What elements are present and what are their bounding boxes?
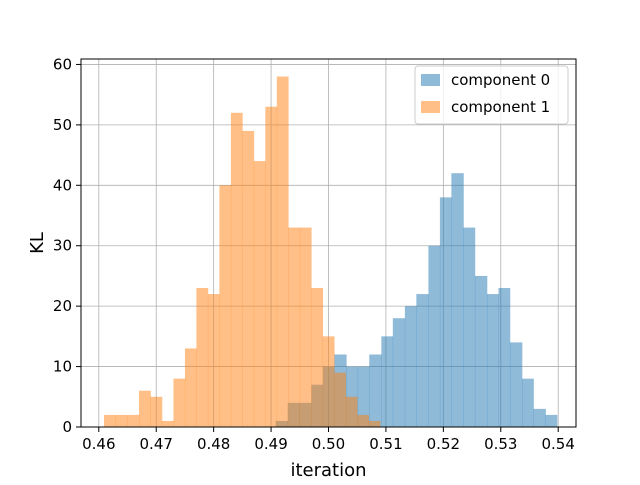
x-tick-label: 0.51	[369, 435, 402, 453]
histogram-bar-component-0	[428, 245, 441, 427]
x-tick-label: 0.50	[312, 435, 345, 453]
histogram-bar-component-0	[545, 414, 558, 427]
histogram-bar-component-0	[474, 275, 488, 427]
x-tick-label: 0.47	[140, 435, 173, 453]
histogram-bar-component-0	[392, 318, 406, 427]
histogram-bar-component-0	[381, 336, 394, 427]
histogram-bar-component-1	[207, 294, 220, 427]
histogram-bar-component-0	[369, 354, 382, 427]
histogram-bar-component-0	[357, 366, 370, 427]
y-tick-label: 10	[53, 358, 72, 376]
histogram-bar-component-1	[161, 420, 174, 427]
histogram-bar-component-1	[265, 106, 278, 427]
y-axis-label: KL	[27, 232, 48, 254]
histogram-bar-component-0	[522, 378, 534, 427]
histogram-bar-component-1	[242, 130, 255, 427]
histogram-bar-component-1	[345, 396, 358, 427]
histogram-bar-component-1	[219, 185, 232, 427]
legend-label-component-0: component 0	[451, 71, 550, 89]
histogram-bar-component-1	[138, 390, 151, 427]
histogram-bar-component-1	[127, 414, 140, 427]
legend-label-component-1: component 1	[451, 98, 550, 116]
x-tick-label: 0.54	[541, 435, 574, 453]
x-tick-label: 0.48	[197, 435, 230, 453]
y-tick-label: 0	[62, 418, 72, 436]
histogram-bar-component-1	[173, 378, 186, 427]
histogram-bar-component-0	[533, 408, 546, 427]
y-tick-label: 40	[53, 176, 72, 194]
histogram-bar-component-1	[299, 227, 312, 427]
histogram-bar-component-1	[253, 161, 266, 427]
histogram-bar-component-1	[230, 112, 243, 427]
histogram-bar-component-0	[463, 227, 476, 427]
bars	[103, 76, 558, 428]
histogram-bar-component-1	[288, 227, 301, 427]
histogram-bar-component-1	[184, 348, 197, 427]
histogram-bar-component-0	[486, 294, 499, 427]
legend-box	[414, 65, 569, 125]
y-tick-label: 60	[53, 55, 72, 73]
histogram-bar-component-1	[322, 336, 335, 427]
histogram-bar-component-0	[498, 288, 511, 427]
axis-ticks: 0.46 0.47 0.48 0.49 0.50 0.51 0.52 0.53 0.54 0 10 2…	[53, 55, 575, 453]
x-tick-label: 0.52	[427, 435, 460, 453]
histogram-bar-component-1	[115, 414, 128, 427]
x-tick-label: 0.46	[82, 435, 115, 453]
x-tick-label: 0.53	[484, 435, 517, 453]
y-tick-label: 50	[53, 116, 72, 134]
grid	[81, 59, 576, 428]
histogram-bar-component-0	[451, 173, 464, 427]
histogram-bar-component-0	[439, 197, 452, 427]
histogram-bar-component-1	[103, 414, 116, 427]
legend: component 0 component 1	[414, 65, 569, 125]
histogram-bar-component-0	[404, 306, 417, 427]
y-tick-label: 30	[53, 237, 72, 255]
histogram-bar-component-1	[196, 288, 209, 427]
histogram-bar-component-0	[509, 342, 523, 427]
legend-swatch-component-0	[421, 74, 440, 86]
histogram-bar-component-1	[276, 76, 289, 428]
histogram-bar-component-0	[416, 294, 429, 427]
histogram-bar-component-1	[334, 372, 347, 427]
histogram-bar-component-1	[368, 420, 381, 427]
histogram-bar-component-1	[150, 396, 163, 427]
x-axis-label: iteration	[290, 460, 366, 480]
histogram-bar-component-1	[311, 288, 324, 427]
x-tick-label: 0.49	[254, 435, 287, 453]
legend-swatch-component-1	[421, 101, 440, 113]
histogram-bar-component-1	[357, 414, 369, 427]
y-tick-label: 20	[53, 297, 72, 315]
